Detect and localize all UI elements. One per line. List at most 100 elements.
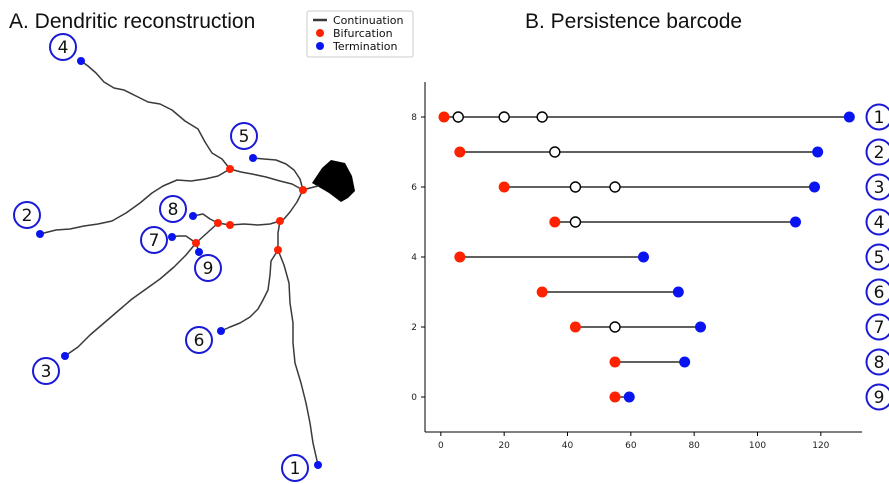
bar-label-text: 3 (874, 178, 885, 198)
continuation-marker (549, 146, 561, 158)
bar-label-9: 9 (865, 383, 889, 411)
bar-label-circle (865, 208, 889, 236)
bar-label-2: 2 (865, 138, 889, 166)
branch-labels: 1 2 3 4 5 6 7 (13, 33, 309, 482)
bar-label-8: 8 (865, 348, 889, 376)
barcode-chart: 0 20 40 60 80 100 120 0 2 4 6 8 1 2 3 4 5 6 7 8 9 (411, 82, 889, 451)
barcode-bars (438, 111, 855, 403)
bifurcation-node (226, 165, 234, 173)
branch-label-8-text: 8 (168, 200, 179, 220)
x-axis-ticks: 0 20 40 60 80 100 120 (438, 432, 830, 451)
continuation-marker (569, 216, 582, 228)
bar-start-bifurcation (536, 286, 548, 298)
bar-label-3: 3 (865, 173, 889, 201)
bar-label-circle (865, 243, 889, 271)
panel-b-title: B. Persistence barcode (525, 10, 742, 33)
branch-label-4: 4 (49, 33, 77, 61)
soma (312, 160, 355, 202)
continuation-marker (609, 181, 621, 193)
bar-end-termination (790, 216, 801, 228)
bifurcation-node (214, 219, 222, 227)
branch-label-2-text: 2 (22, 206, 33, 226)
neurite-1 (277, 249, 319, 466)
branch-label-5: 5 (230, 122, 258, 150)
bar-end-termination (843, 111, 855, 123)
bar-label-text: 1 (874, 108, 885, 128)
branch-label-3-text: 3 (41, 362, 52, 382)
termination-node (217, 327, 225, 335)
bar-label-circle (865, 348, 889, 376)
bar-end-termination (679, 356, 691, 368)
bifurcation-node (192, 239, 200, 247)
dendrite-tree: 1 2 3 4 5 6 7 (13, 33, 355, 482)
bar-label-text: 9 (874, 388, 885, 408)
neurite-2 (39, 168, 231, 235)
bar-label-7: 7 (865, 313, 889, 341)
continuation-marker (498, 111, 510, 123)
branch-label-9-text: 9 (203, 259, 214, 279)
bar-start-bifurcation (609, 356, 621, 368)
neurite-4 (80, 60, 231, 170)
bar-label-text: 6 (874, 283, 885, 303)
legend: Continuation Bifurcation Termination (306, 10, 414, 58)
legend-bifurcation-swatch (316, 29, 324, 37)
y-tick-label: 4 (411, 253, 417, 263)
bar-label-circle (865, 383, 889, 411)
branch-label-6: 6 (185, 326, 213, 354)
bar-label-circle (865, 313, 889, 341)
branch-label-9: 9 (194, 254, 222, 282)
termination-node (168, 233, 176, 241)
y-tick-label: 0 (411, 393, 417, 403)
branch-label-3: 3 (32, 357, 60, 385)
neurite-6 (220, 249, 279, 332)
termination-node (195, 248, 203, 256)
termination-node (36, 230, 44, 238)
continuation-marker (609, 321, 621, 333)
termination-node (61, 352, 69, 360)
branch-label-6-text: 6 (194, 331, 205, 351)
legend-bifurcation-label: Bifurcation (333, 27, 393, 40)
panel-a-title: A. Dendritic reconstruction (9, 10, 255, 33)
branch-label-4-text: 4 (58, 38, 69, 58)
termination-node (77, 57, 85, 65)
barcode-bar-labels: 1 2 3 4 5 6 7 8 9 (865, 103, 889, 411)
bar-start-bifurcation (569, 321, 581, 333)
x-tick-label: 40 (562, 441, 574, 451)
continuation-marker (536, 111, 548, 123)
y-tick-label: 8 (411, 113, 417, 123)
bar-end-termination (672, 286, 684, 298)
bar-label-6: 6 (865, 278, 889, 306)
bar-start-bifurcation (609, 391, 621, 403)
x-tick-label: 60 (625, 441, 637, 451)
branch-label-5-text: 5 (239, 127, 250, 147)
legend-continuation-label: Continuation (333, 14, 404, 27)
bar-end-termination (809, 181, 820, 193)
neurite-5 (252, 157, 304, 191)
legend-box (306, 10, 414, 58)
bar-label-text: 8 (874, 353, 885, 373)
termination-node (249, 154, 257, 162)
x-tick-label: 20 (498, 441, 510, 451)
bar-label-circle (865, 138, 889, 166)
branch-label-1: 1 (281, 454, 309, 482)
neurite-trunk-upper (229, 168, 304, 191)
x-tick-label: 100 (749, 441, 766, 451)
bar-start-bifurcation (498, 181, 510, 193)
bar-end-termination (812, 146, 824, 158)
bar-label-text: 4 (874, 213, 885, 233)
x-tick-label: 80 (688, 441, 700, 451)
continuation-marker (569, 181, 582, 193)
bar-label-5: 5 (865, 243, 889, 271)
bar-label-4: 4 (865, 208, 889, 236)
branch-label-8: 8 (159, 195, 187, 223)
termination-node (314, 461, 322, 469)
bar-label-text: 2 (874, 143, 885, 163)
bar-label-circle (865, 173, 889, 201)
bifurcation-node (276, 217, 284, 225)
y-tick-label: 6 (411, 183, 417, 193)
bar-end-termination (695, 321, 706, 333)
legend-termination-label: Termination (332, 40, 398, 53)
legend-termination-swatch (316, 42, 324, 50)
termination-node (189, 212, 197, 220)
